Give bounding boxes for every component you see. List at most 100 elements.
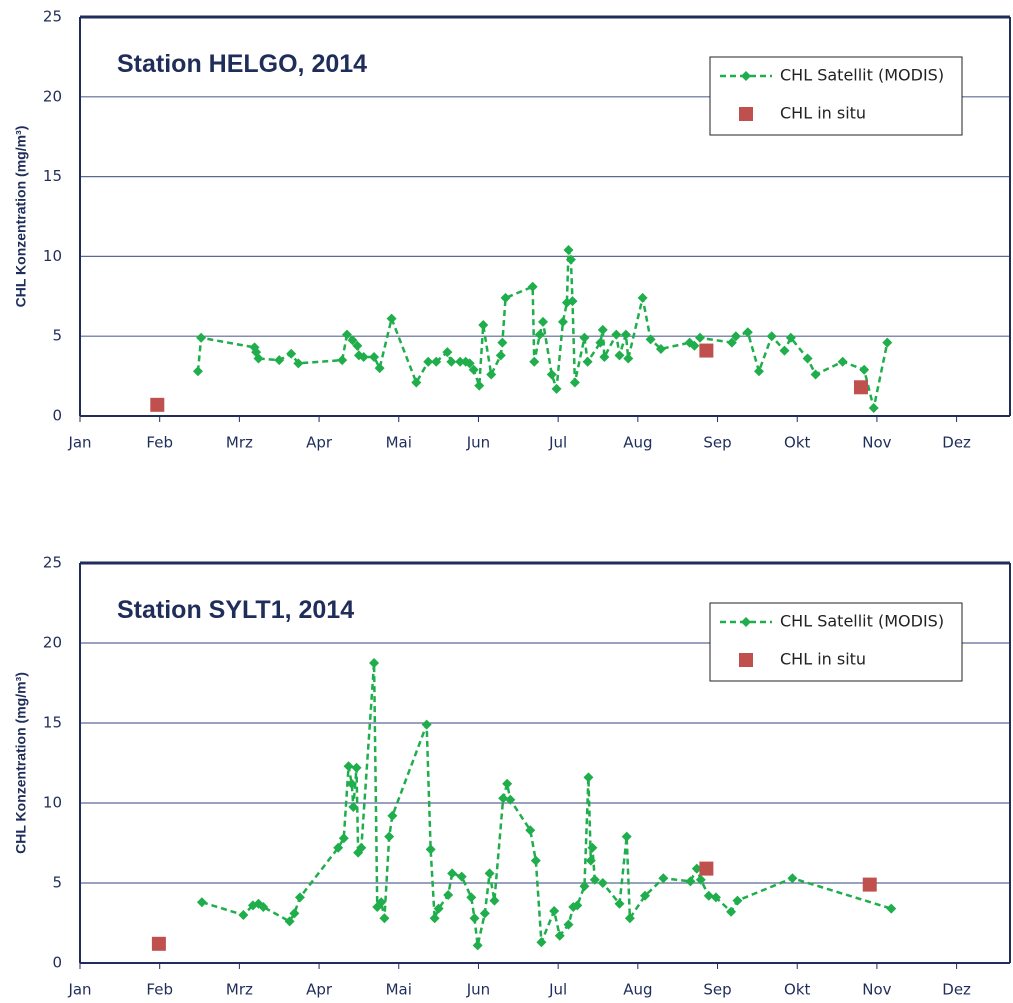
data-point (472, 940, 483, 951)
data-point (587, 842, 598, 853)
data-point (337, 355, 348, 366)
data-point (286, 348, 297, 359)
data-point (563, 245, 574, 256)
data-point (579, 332, 590, 343)
data-point (579, 881, 590, 892)
data-point (597, 878, 608, 888)
data-point (253, 353, 264, 364)
data-point (530, 855, 541, 866)
x-tick-label: Mrz (226, 434, 253, 452)
data-point (284, 916, 295, 927)
data-point (484, 868, 495, 879)
data-point (429, 913, 440, 924)
x-tick-label: Jul (548, 981, 567, 999)
data-point (447, 868, 458, 879)
data-point (495, 350, 506, 361)
y-tick-label: 25 (43, 554, 62, 572)
x-tick-label: Dez (942, 434, 971, 452)
data-point (703, 890, 714, 901)
data-point (685, 876, 696, 887)
data-point (455, 356, 466, 367)
data-point (597, 324, 608, 335)
data-point (726, 906, 737, 917)
y-tick-label: 0 (52, 954, 62, 972)
data-point (549, 906, 560, 916)
data-point (289, 908, 300, 919)
data-point (478, 320, 489, 331)
data-point (621, 831, 632, 842)
data-point (691, 863, 702, 874)
legend-marker (739, 107, 753, 121)
x-tick-label: Apr (306, 981, 333, 999)
data-point (582, 356, 593, 367)
data-point (611, 329, 622, 340)
data-point (567, 296, 578, 307)
data-point (150, 397, 165, 412)
data-point (546, 369, 557, 380)
legend-label: CHL Satellit (MODIS) (780, 66, 944, 85)
data-point (853, 380, 868, 395)
data-point (338, 833, 349, 844)
legend-marker (741, 617, 751, 627)
data-point (343, 761, 354, 772)
data-point (699, 343, 714, 358)
data-point (151, 936, 166, 951)
data-point (557, 316, 568, 327)
data-point (247, 900, 258, 911)
data-point (196, 897, 207, 908)
x-tick-label: Jun (466, 434, 490, 452)
data-point (640, 890, 651, 901)
legend-marker (741, 71, 751, 81)
data-point (386, 313, 397, 324)
x-tick-label: Okt (784, 434, 810, 452)
data-point (525, 825, 536, 836)
x-tick-label: Jan (67, 981, 91, 999)
data-point (479, 908, 490, 919)
data-point (572, 900, 583, 911)
data-point (192, 366, 203, 377)
data-point (538, 316, 549, 327)
chart: 0 5 10 15 20 25 Jan Feb Mrz Apr Mai Jun Jul Aug Sep Okt… (13, 8, 1011, 452)
data-point (730, 331, 741, 342)
data-point (732, 895, 743, 906)
data-point (258, 902, 269, 912)
data-point (369, 351, 380, 362)
x-tick-label: Feb (146, 434, 173, 452)
data-point (785, 332, 796, 343)
data-point (423, 356, 434, 367)
data-point (384, 831, 395, 842)
data-point (347, 335, 358, 346)
x-tick-label: Sep (703, 434, 731, 452)
data-point (695, 332, 705, 343)
data-point (710, 892, 721, 903)
data-point (624, 913, 635, 924)
x-tick-label: Nov (862, 981, 891, 999)
data-point (374, 363, 385, 374)
data-point (802, 353, 813, 364)
data-point (352, 340, 363, 351)
data-point (294, 892, 305, 903)
y-tick-label: 5 (52, 874, 62, 892)
data-point (655, 343, 666, 354)
data-point (425, 844, 436, 855)
data-point (333, 842, 344, 853)
data-point (497, 337, 508, 348)
legend-box (709, 602, 963, 682)
data-point (599, 351, 610, 362)
data-point (474, 380, 485, 391)
data-point (464, 358, 475, 369)
data-point (614, 898, 625, 909)
data-point (868, 403, 879, 414)
data-point (585, 855, 596, 866)
data-point (456, 871, 467, 882)
data-point (595, 337, 606, 348)
data-point (779, 345, 790, 356)
x-tick-label: Sep (703, 981, 731, 999)
data-point (293, 358, 304, 369)
x-tick-label: Mai (386, 981, 412, 999)
x-tick-label: Mrz (226, 981, 253, 999)
data-point (810, 369, 821, 380)
data-point (376, 897, 387, 908)
data-point (379, 913, 390, 924)
y-tick-label: 5 (52, 327, 62, 345)
